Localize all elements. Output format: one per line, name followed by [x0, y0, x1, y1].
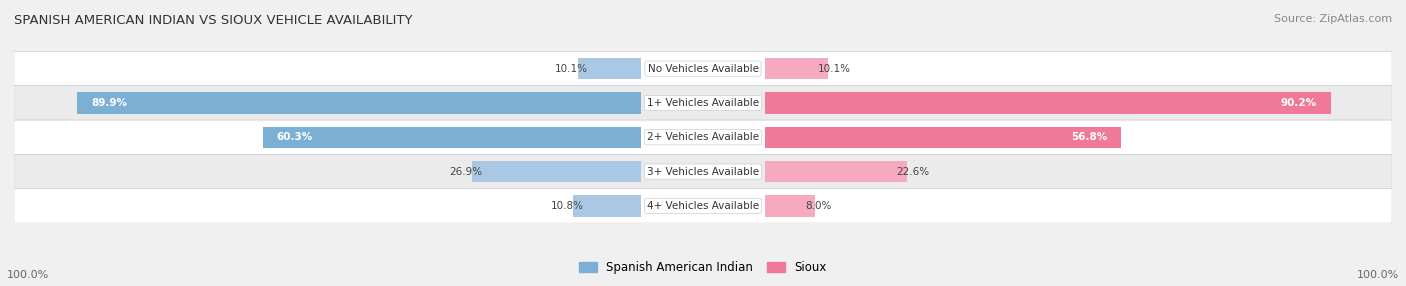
- Text: 100.0%: 100.0%: [7, 270, 49, 280]
- Bar: [765, 58, 828, 79]
- Text: 56.8%: 56.8%: [1071, 132, 1108, 142]
- Text: 100.0%: 100.0%: [1357, 270, 1399, 280]
- Text: 10.8%: 10.8%: [551, 201, 583, 211]
- Text: 90.2%: 90.2%: [1281, 98, 1317, 108]
- Bar: [574, 195, 641, 217]
- FancyBboxPatch shape: [14, 120, 1392, 154]
- Bar: [765, 92, 1330, 114]
- Bar: [578, 58, 641, 79]
- Text: 2+ Vehicles Available: 2+ Vehicles Available: [647, 132, 759, 142]
- FancyBboxPatch shape: [14, 51, 1392, 86]
- Text: 8.0%: 8.0%: [804, 201, 831, 211]
- Text: 89.9%: 89.9%: [91, 98, 127, 108]
- Text: No Vehicles Available: No Vehicles Available: [648, 64, 758, 74]
- Text: 4+ Vehicles Available: 4+ Vehicles Available: [647, 201, 759, 211]
- FancyBboxPatch shape: [14, 154, 1392, 189]
- Bar: [765, 127, 1121, 148]
- Text: 60.3%: 60.3%: [277, 132, 314, 142]
- FancyBboxPatch shape: [14, 86, 1392, 120]
- Text: 10.1%: 10.1%: [555, 64, 588, 74]
- Text: SPANISH AMERICAN INDIAN VS SIOUX VEHICLE AVAILABILITY: SPANISH AMERICAN INDIAN VS SIOUX VEHICLE…: [14, 14, 412, 27]
- Bar: [765, 195, 815, 217]
- Text: 26.9%: 26.9%: [450, 167, 482, 176]
- Bar: [472, 161, 641, 182]
- Bar: [765, 161, 907, 182]
- Bar: [263, 127, 641, 148]
- Text: 1+ Vehicles Available: 1+ Vehicles Available: [647, 98, 759, 108]
- Text: Source: ZipAtlas.com: Source: ZipAtlas.com: [1274, 14, 1392, 24]
- FancyBboxPatch shape: [14, 189, 1392, 223]
- Bar: [77, 92, 641, 114]
- Text: 3+ Vehicles Available: 3+ Vehicles Available: [647, 167, 759, 176]
- Text: 22.6%: 22.6%: [897, 167, 929, 176]
- Legend: Spanish American Indian, Sioux: Spanish American Indian, Sioux: [575, 257, 831, 277]
- Text: 10.1%: 10.1%: [818, 64, 851, 74]
